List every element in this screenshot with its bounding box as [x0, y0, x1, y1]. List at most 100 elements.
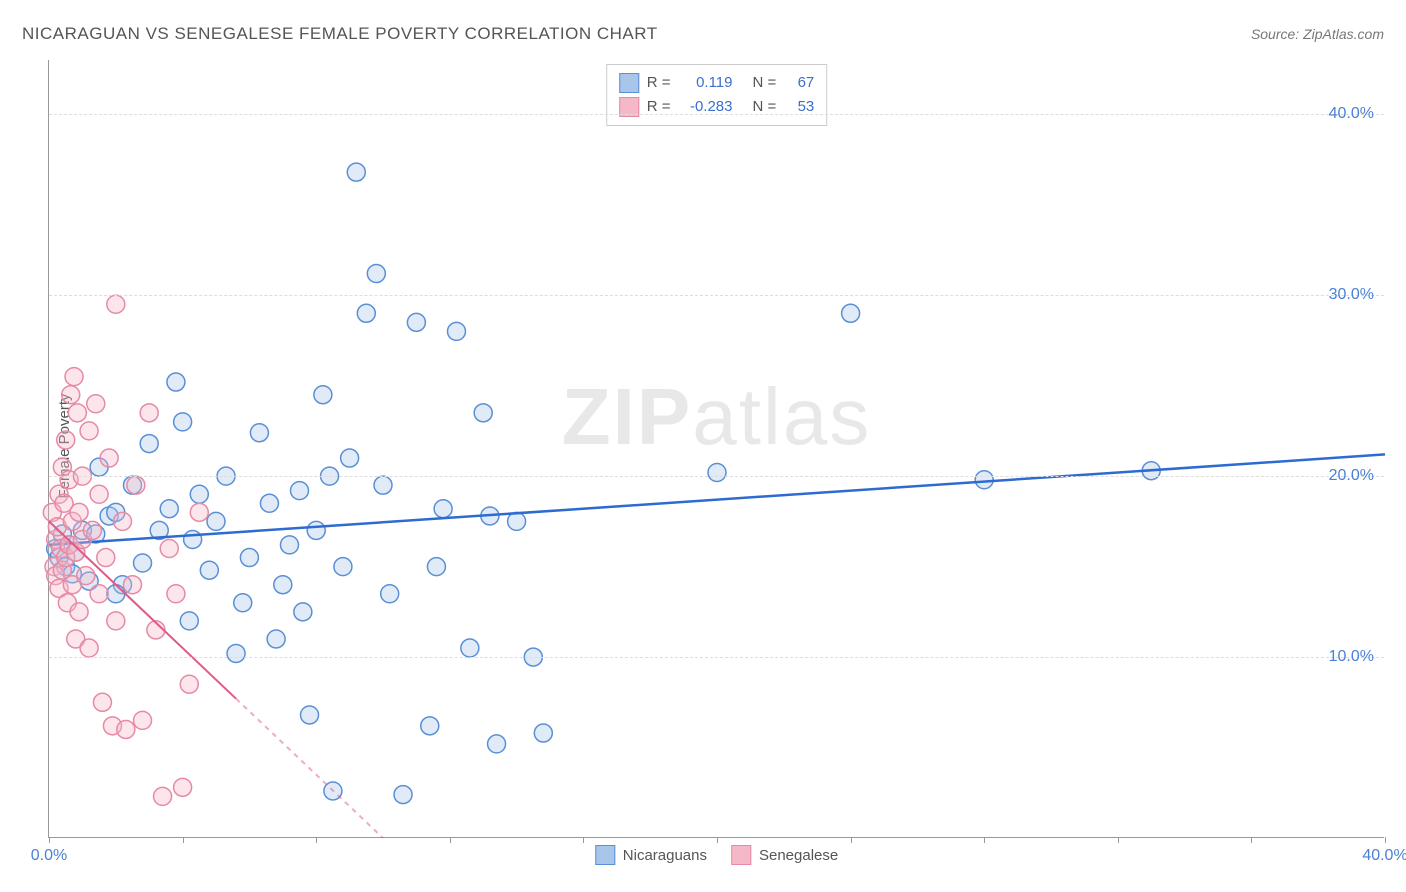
scatter-point: [357, 304, 375, 322]
scatter-point: [301, 706, 319, 724]
series-legend-item: Nicaraguans: [595, 845, 707, 865]
scatter-point: [160, 540, 178, 558]
scatter-point: [227, 644, 245, 662]
x-tick: [583, 837, 584, 843]
scatter-point: [80, 422, 98, 440]
scatter-point: [113, 512, 131, 530]
x-tick-label: 0.0%: [31, 847, 67, 865]
x-tick: [1251, 837, 1252, 843]
scatter-point: [107, 295, 125, 313]
scatter-point: [374, 476, 392, 494]
scatter-point: [367, 264, 385, 282]
plot-area: ZIPatlas R =0.119N =67R =-0.283N =53 Nic…: [48, 60, 1384, 838]
stats-legend-row: R =0.119N =67: [619, 71, 815, 95]
scatter-point: [93, 693, 111, 711]
scatter-point: [314, 386, 332, 404]
x-tick-label: 40.0%: [1362, 847, 1406, 865]
scatter-point: [174, 778, 192, 796]
scatter-point: [57, 431, 75, 449]
scatter-point: [975, 471, 993, 489]
x-tick: [183, 837, 184, 843]
scatter-point: [107, 585, 125, 603]
scatter-point: [207, 512, 225, 530]
series-legend-label: Senegalese: [759, 847, 838, 864]
series-legend-label: Nicaraguans: [623, 847, 707, 864]
scatter-point: [167, 585, 185, 603]
x-tick: [49, 837, 50, 843]
scatter-point: [294, 603, 312, 621]
scatter-point: [160, 500, 178, 518]
x-tick: [851, 837, 852, 843]
stat-n-value: 53: [784, 95, 814, 119]
scatter-point: [334, 558, 352, 576]
legend-swatch: [595, 845, 615, 865]
gridline-h: [49, 476, 1384, 477]
scatter-point: [70, 503, 88, 521]
scatter-point: [250, 424, 268, 442]
scatter-point: [474, 404, 492, 422]
scatter-point: [488, 735, 506, 753]
source-attribution: Source: ZipAtlas.com: [1251, 26, 1384, 42]
scatter-point: [434, 500, 452, 518]
series-legend-item: Senegalese: [731, 845, 838, 865]
scatter-point: [267, 630, 285, 648]
scatter-point: [83, 521, 101, 539]
x-tick: [717, 837, 718, 843]
scatter-point: [90, 585, 108, 603]
scatter-point: [134, 711, 152, 729]
scatter-point: [381, 585, 399, 603]
stat-n-label: N =: [753, 95, 777, 119]
scatter-point: [90, 485, 108, 503]
scatter-point: [97, 549, 115, 567]
legend-swatch: [619, 73, 639, 93]
stat-r-value: -0.283: [679, 95, 733, 119]
scatter-point: [508, 512, 526, 530]
scatter-point: [274, 576, 292, 594]
scatter-point: [534, 724, 552, 742]
scatter-point: [184, 530, 202, 548]
chart-title: NICARAGUAN VS SENEGALESE FEMALE POVERTY …: [22, 24, 658, 44]
x-tick: [1385, 837, 1386, 843]
stat-r-value: 0.119: [679, 71, 733, 95]
scatter-point: [70, 603, 88, 621]
legend-swatch: [731, 845, 751, 865]
y-tick-label: 10.0%: [1329, 648, 1374, 666]
scatter-point: [68, 404, 86, 422]
scatter-point: [394, 786, 412, 804]
stat-n-label: N =: [753, 71, 777, 95]
scatter-point: [167, 373, 185, 391]
series-legend: Nicaraguans Senegalese: [595, 845, 838, 865]
scatter-point: [427, 558, 445, 576]
gridline-h: [49, 114, 1384, 115]
scatter-point: [260, 494, 278, 512]
stats-legend: R =0.119N =67R =-0.283N =53: [606, 64, 828, 126]
scatter-svg: [49, 60, 1384, 837]
y-tick-label: 30.0%: [1329, 286, 1374, 304]
scatter-point: [77, 567, 95, 585]
scatter-point: [407, 313, 425, 331]
scatter-point: [154, 787, 172, 805]
x-tick: [984, 837, 985, 843]
scatter-point: [140, 435, 158, 453]
scatter-point: [87, 395, 105, 413]
scatter-point: [100, 449, 118, 467]
scatter-point: [842, 304, 860, 322]
scatter-point: [341, 449, 359, 467]
scatter-point: [80, 639, 98, 657]
scatter-point: [174, 413, 192, 431]
scatter-point: [180, 675, 198, 693]
stat-r-label: R =: [647, 95, 671, 119]
scatter-point: [234, 594, 252, 612]
scatter-point: [62, 386, 80, 404]
scatter-point: [124, 576, 142, 594]
scatter-point: [65, 368, 83, 386]
scatter-point: [307, 521, 325, 539]
scatter-point: [200, 561, 218, 579]
scatter-point: [461, 639, 479, 657]
y-tick-label: 20.0%: [1329, 467, 1374, 485]
scatter-point: [127, 476, 145, 494]
scatter-point: [708, 464, 726, 482]
gridline-h: [49, 295, 1384, 296]
scatter-point: [190, 503, 208, 521]
stats-legend-row: R = -0.283 N = 53: [619, 95, 815, 119]
